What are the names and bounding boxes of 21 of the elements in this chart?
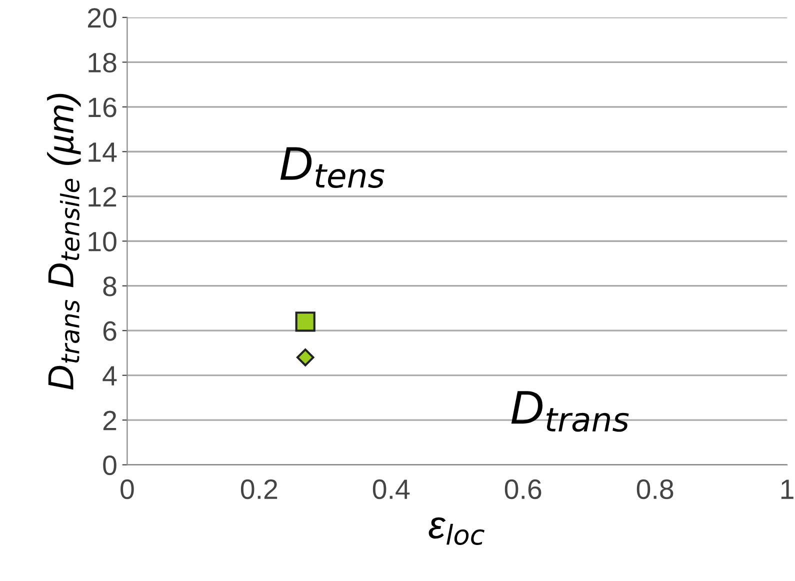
x-tick-label: 0.6 (504, 479, 542, 500)
x-tick-label: 1 (781, 480, 794, 499)
y-tick-label: 18 (88, 52, 116, 73)
y-tick-label: 8 (103, 276, 116, 296)
annotation: D$_{tens}$ (280, 147, 384, 188)
annotation: D$_{trans}$ (511, 391, 629, 432)
y-tick-label: 16 (88, 98, 116, 118)
y-tick-label: 2 (103, 410, 116, 430)
y-tick-label: 10 (88, 232, 116, 252)
x-tick-label: 0.8 (636, 479, 674, 500)
x-tick-label: 0.2 (240, 479, 278, 500)
y-tick-label: 0 (103, 455, 116, 476)
y-tick-label: 4 (102, 366, 117, 386)
x-tick-label: 0 (120, 479, 134, 500)
x-axis-title: ε$_{loc}$ (428, 517, 484, 545)
y-tick-label: 6 (103, 321, 116, 341)
y-axis-title: D$_{trans}$ D$_{tensile}$ (µm) (47, 94, 81, 390)
x-tick-label: 0.4 (372, 479, 410, 500)
y-tick-label: 12 (88, 187, 116, 206)
y-tick-label: 20 (88, 8, 116, 28)
y-tick-label: 14 (88, 142, 117, 162)
